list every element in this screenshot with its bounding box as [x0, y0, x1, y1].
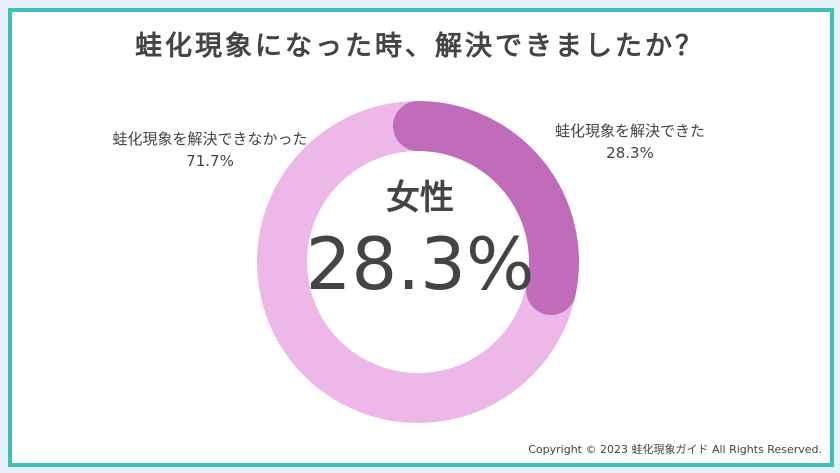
slice-name-resolved: 蛙化現象を解決できた	[554, 122, 705, 140]
slice-not-resolved	[257, 101, 576, 423]
slice-value-not-resolved: 71.7%	[186, 152, 234, 170]
slice-name-not-resolved: 蛙化現象を解決できなかった	[112, 130, 308, 148]
center-label: 女性	[386, 178, 454, 218]
slice-label-not-resolved: 蛙化現象を解決できなかった 71.7%	[60, 128, 360, 172]
copyright-text: Copyright © 2023 蛙化現象ガイド All Rights Rese…	[528, 443, 822, 456]
center-value: 28.3%	[305, 222, 535, 306]
slice-value-resolved: 28.3%	[606, 144, 654, 162]
slice-resolved	[393, 101, 579, 315]
slice-label-resolved: 蛙化現象を解決できた 28.3%	[520, 120, 740, 164]
chart-title: 蛙化現象になった時、解決できましたか？	[135, 31, 705, 62]
